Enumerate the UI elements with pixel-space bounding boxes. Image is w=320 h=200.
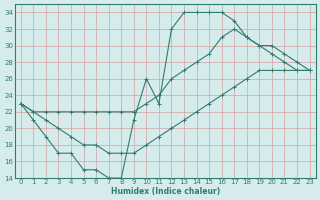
X-axis label: Humidex (Indice chaleur): Humidex (Indice chaleur) xyxy=(111,187,220,196)
